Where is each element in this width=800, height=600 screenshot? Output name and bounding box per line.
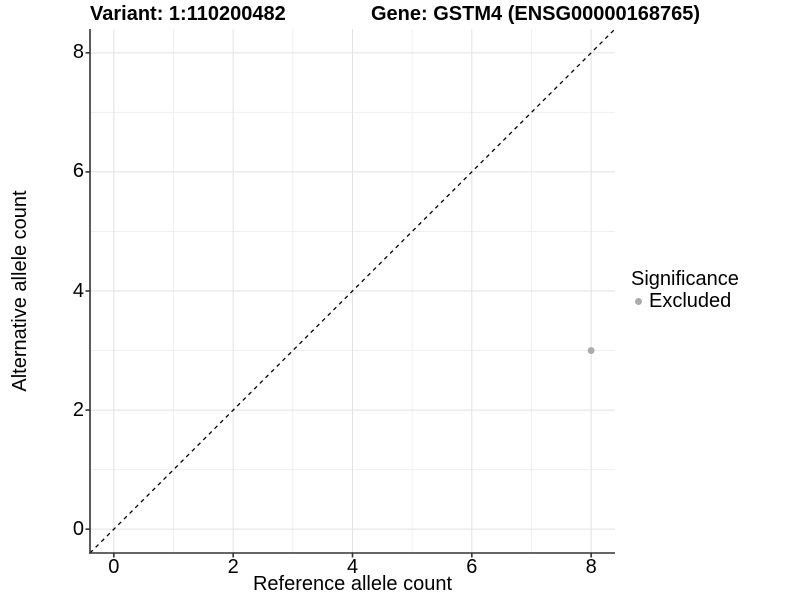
legend-item-label: Excluded xyxy=(649,290,732,312)
variant-title: Variant: 1:110200482 xyxy=(90,3,286,25)
x-axis-title: Reference allele count xyxy=(252,573,452,595)
y-tick-label: 2 xyxy=(72,398,84,421)
y-tick-label: 6 xyxy=(72,160,84,183)
legend-item-excluded: Excluded xyxy=(631,290,739,312)
excluded-point-icon xyxy=(635,297,642,305)
x-tick-label: 8 xyxy=(585,556,597,578)
x-tick-label: 4 xyxy=(346,556,359,578)
x-tick-label: 6 xyxy=(466,556,478,578)
legend-title: Significance xyxy=(631,268,739,290)
x-tick-label: 2 xyxy=(227,556,239,578)
legend: Significance Excluded xyxy=(631,268,739,312)
gene-title: Gene: GSTM4 (ENSG00000168765) xyxy=(371,3,701,25)
identity-line xyxy=(89,28,616,554)
y-tick-label: 0 xyxy=(72,517,84,540)
y-tick-label: 8 xyxy=(72,41,84,64)
y-axis-title: Alternative allele count xyxy=(9,190,31,392)
y-tick-label: 4 xyxy=(72,279,84,302)
data-point xyxy=(587,347,595,354)
x-tick-label: 0 xyxy=(108,556,120,578)
